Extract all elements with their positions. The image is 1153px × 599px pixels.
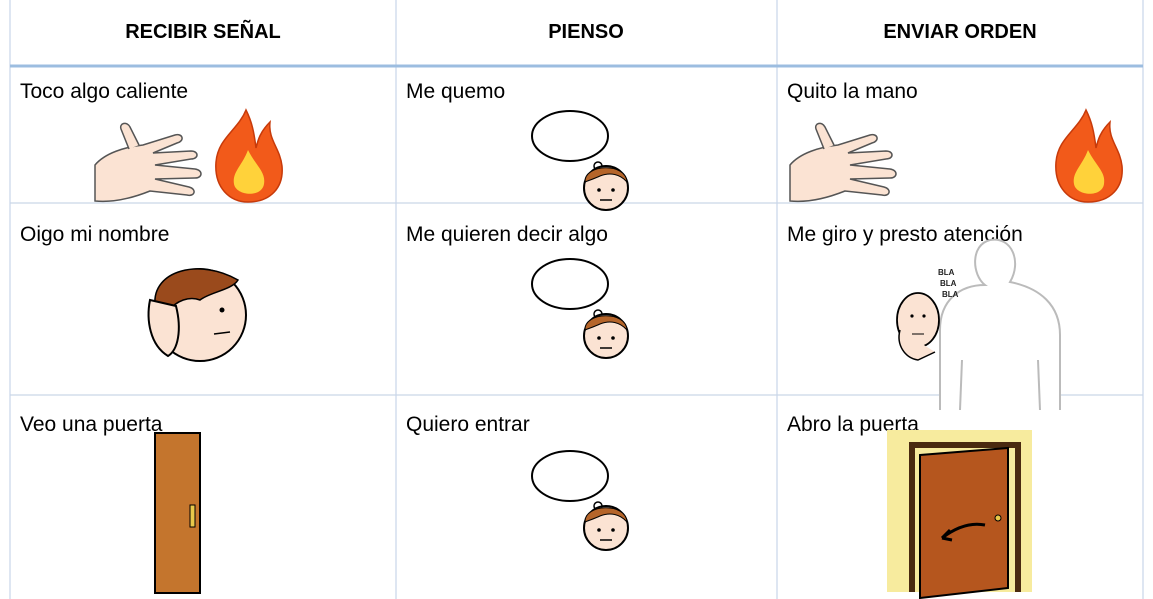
cell: Quiero entrar (406, 413, 530, 436)
cell: Oigo mi nombre (20, 223, 169, 246)
cell: Me quieren decir algo (406, 223, 608, 246)
cell: Abro la puerta (787, 413, 919, 436)
cell: Veo una puerta (20, 413, 163, 436)
cell: Toco algo caliente (20, 80, 188, 103)
header-cell: ENVIAR ORDEN (883, 21, 1036, 43)
cell: Me quemo (406, 80, 505, 103)
fire-icon (215, 109, 283, 203)
fire-icon (1055, 109, 1123, 203)
hand-icon (94, 122, 202, 203)
thinking-icon (531, 110, 629, 211)
thinking-icon (531, 258, 629, 359)
thinking-icon (531, 450, 629, 551)
conversation-icon: BLA BLA BLA (896, 238, 1061, 411)
listening-icon (147, 268, 247, 362)
speech-text: BLA (942, 290, 959, 299)
speech-text: BLA (940, 279, 957, 288)
header-cell: PIENSO (548, 21, 624, 43)
cell: Me giro y presto atención (787, 223, 1023, 246)
door-icon (154, 432, 201, 594)
open-door-icon (887, 430, 1032, 599)
header-cell: RECIBIR SEÑAL (125, 20, 281, 43)
cell: Quito la mano (787, 80, 918, 103)
speech-text: BLA (938, 268, 955, 277)
hand-icon (789, 122, 897, 203)
